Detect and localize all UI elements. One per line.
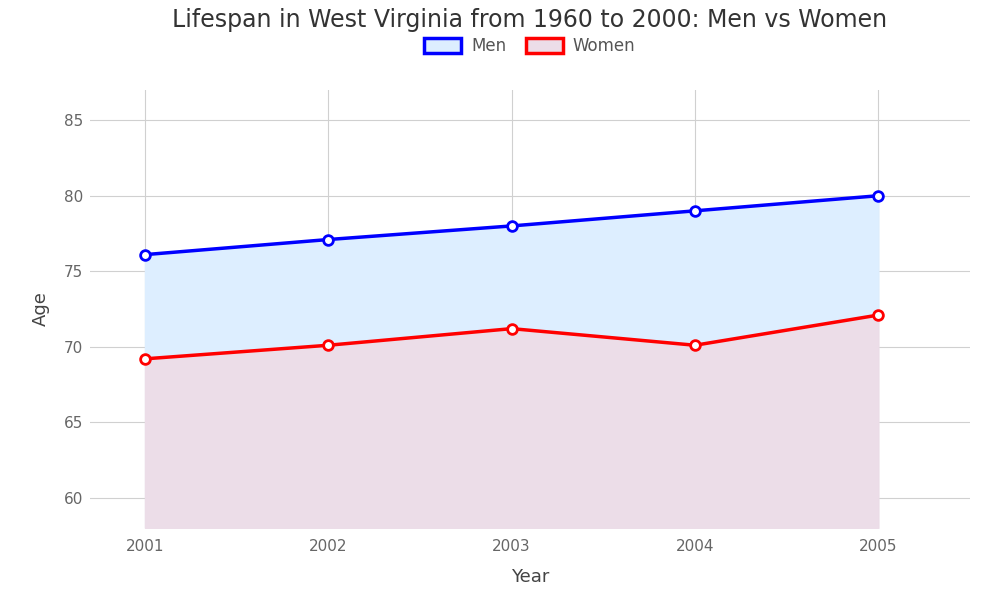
Legend: Men, Women: Men, Women bbox=[424, 37, 636, 55]
X-axis label: Year: Year bbox=[511, 568, 549, 586]
Title: Lifespan in West Virginia from 1960 to 2000: Men vs Women: Lifespan in West Virginia from 1960 to 2… bbox=[172, 8, 888, 32]
Y-axis label: Age: Age bbox=[32, 292, 50, 326]
